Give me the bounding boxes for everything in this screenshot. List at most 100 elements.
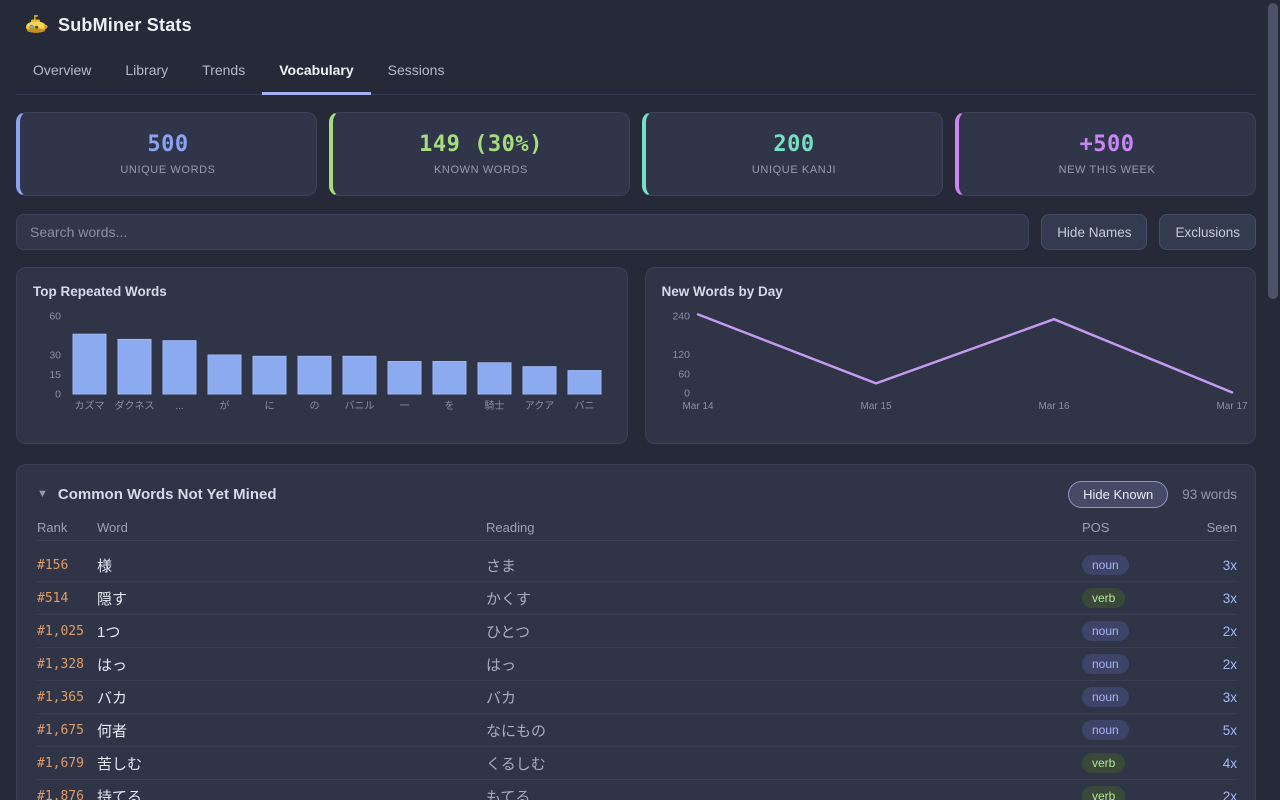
rank-cell: #156	[37, 557, 69, 573]
rank-cell: #1,365	[37, 689, 84, 705]
bar-カズマ[interactable]	[72, 333, 107, 395]
table-title: Common Words Not Yet Mined	[57, 485, 277, 503]
tab-library[interactable]: Library	[125, 62, 169, 78]
rank-cell: #514	[37, 590, 69, 606]
rank-cell: #1,328	[37, 656, 84, 672]
bar-一[interactable]	[387, 361, 422, 395]
column-header-reading: Reading	[486, 520, 535, 535]
bar-xlabel: の	[310, 401, 320, 412]
bar-騎士[interactable]	[477, 362, 512, 395]
table-title-row: ▼ Common Words Not Yet Mined Hide Known …	[37, 479, 1237, 509]
table-row[interactable]: #1,876 持てる もてる verb 2x	[37, 780, 1237, 800]
line-xlabel: Mar 17	[1216, 401, 1248, 412]
bar-xlabel: 騎士	[485, 399, 505, 412]
line-series	[696, 313, 1233, 394]
stat-card-unique-words: 500 UNIQUE WORDS	[16, 112, 317, 196]
table-row[interactable]: #156 様 さま noun 3x	[37, 549, 1237, 582]
bar-バニル[interactable]	[342, 355, 377, 395]
seen-cell: 5x	[1222, 722, 1237, 738]
hide-names-button[interactable]: Hide Names	[1041, 214, 1148, 250]
table-body: #156 様 さま noun 3x #514 隠す かくす verb 3x #1,025 1つ ひとつ n…	[37, 549, 1237, 800]
column-header-rank: Rank	[37, 520, 68, 535]
hide-known-button[interactable]: Hide Known	[1068, 480, 1169, 508]
search-row: Hide Names Exclusions	[16, 214, 1256, 250]
stat-label: KNOWN WORDS	[434, 164, 528, 176]
bar-ytick-30: 30	[49, 350, 61, 362]
table-row[interactable]: #1,675 何者 なにもの noun 5x	[37, 714, 1237, 747]
line-ytick-240: 240	[672, 311, 690, 323]
bar-バニ[interactable]	[567, 370, 602, 395]
pos-cell: noun	[1082, 620, 1172, 642]
pos-cell: noun	[1082, 554, 1172, 576]
nav-tabs: Overview Library Trends Vocabulary Sessions	[16, 50, 1256, 95]
collapse-chevron-icon[interactable]: ▼	[37, 488, 48, 500]
bar-の[interactable]	[297, 355, 332, 395]
rank-cell: #1,876	[37, 789, 84, 800]
tab-sessions[interactable]: Sessions	[387, 62, 445, 78]
reading-cell: もてる	[486, 789, 531, 800]
table-row[interactable]: #1,025 1つ ひとつ noun 2x	[37, 615, 1237, 648]
column-header-pos: POS	[1082, 520, 1110, 535]
bar-xlabel: カズマ	[75, 399, 105, 412]
line-xlabel: Mar 15	[860, 401, 892, 412]
pos-badge: noun	[1082, 554, 1129, 576]
table-row[interactable]: #1,365 バカ バカ noun 3x	[37, 681, 1237, 714]
word-cell: バカ	[97, 689, 128, 707]
app-header: SubMiner Stats	[16, 0, 1256, 42]
bar-xlabel: ...	[175, 401, 183, 412]
pos-cell: verb	[1082, 786, 1172, 800]
pos-badge: noun	[1082, 719, 1129, 741]
bar-アクア[interactable]	[522, 366, 557, 395]
word-cell: 1つ	[97, 623, 121, 641]
rank-cell: #1,675	[37, 722, 84, 738]
reading-cell: かくす	[486, 590, 532, 608]
seen-cell: 3x	[1222, 557, 1237, 573]
reading-cell: バカ	[486, 689, 517, 707]
column-header-word: Word	[97, 520, 128, 535]
bar-xlabel: アクア	[525, 400, 555, 412]
bar-xlabel: バニル	[345, 400, 375, 412]
bar-に[interactable]	[252, 355, 287, 395]
bar-ytick-0: 0	[55, 389, 61, 401]
bar-...[interactable]	[162, 340, 197, 395]
exclusions-button[interactable]: Exclusions	[1159, 214, 1256, 250]
stat-card-known-words: 149 (30%) KNOWN WORDS	[329, 112, 630, 196]
bar-chart-canvas: 60 30 15 0 カズマ ダクネス... が に の バニル 一 を 騎士 アクア バニ	[49, 311, 602, 412]
bar-xlabel: を	[445, 400, 455, 412]
bar-が[interactable]	[207, 354, 242, 395]
tab-vocabulary[interactable]: Vocabulary	[262, 50, 371, 95]
line-ytick-60: 60	[678, 368, 690, 380]
pos-badge: verb	[1082, 752, 1126, 774]
search-input[interactable]	[16, 214, 1030, 250]
stat-cards: 500 UNIQUE WORDS 149 (30%) KNOWN WORDS 200 UN…	[16, 112, 1256, 196]
reading-cell: さま	[486, 557, 517, 575]
reading-cell: ひとつ	[486, 623, 530, 641]
scrollbar-thumb[interactable]	[1268, 3, 1278, 299]
table-row[interactable]: #1,328 はっ はっ noun 2x	[37, 648, 1237, 681]
bar-ダクネス[interactable]	[117, 338, 152, 395]
stat-value: 149 (30%)	[419, 132, 543, 157]
word-cell: 様	[97, 557, 113, 575]
tab-trends[interactable]: Trends	[202, 62, 246, 78]
scrollbar-track[interactable]	[1266, 0, 1280, 800]
seen-cell: 2x	[1222, 656, 1237, 672]
stat-card-new-this-week: +500 NEW THIS WEEK	[955, 112, 1256, 196]
line-ytick-0: 0	[684, 388, 690, 400]
reading-cell: はっ	[486, 656, 517, 674]
table-row[interactable]: #514 隠す かくす verb 3x	[37, 582, 1237, 615]
seen-cell: 2x	[1222, 789, 1237, 800]
pos-badge: verb	[1082, 786, 1126, 800]
tab-overview[interactable]: Overview	[33, 62, 92, 78]
bar-xlabel: に	[265, 400, 275, 412]
stat-value: 200	[773, 132, 815, 157]
seen-cell: 4x	[1222, 755, 1237, 771]
stat-label: UNIQUE WORDS	[120, 164, 216, 176]
line-ytick-120: 120	[672, 349, 690, 361]
bar-xlabel: バニ	[575, 400, 595, 412]
pos-badge: noun	[1082, 686, 1129, 708]
bar-を[interactable]	[432, 361, 467, 395]
app-title: SubMiner Stats	[58, 14, 192, 35]
table-row[interactable]: #1,679 苦しむ くるしむ verb 4x	[37, 747, 1237, 780]
